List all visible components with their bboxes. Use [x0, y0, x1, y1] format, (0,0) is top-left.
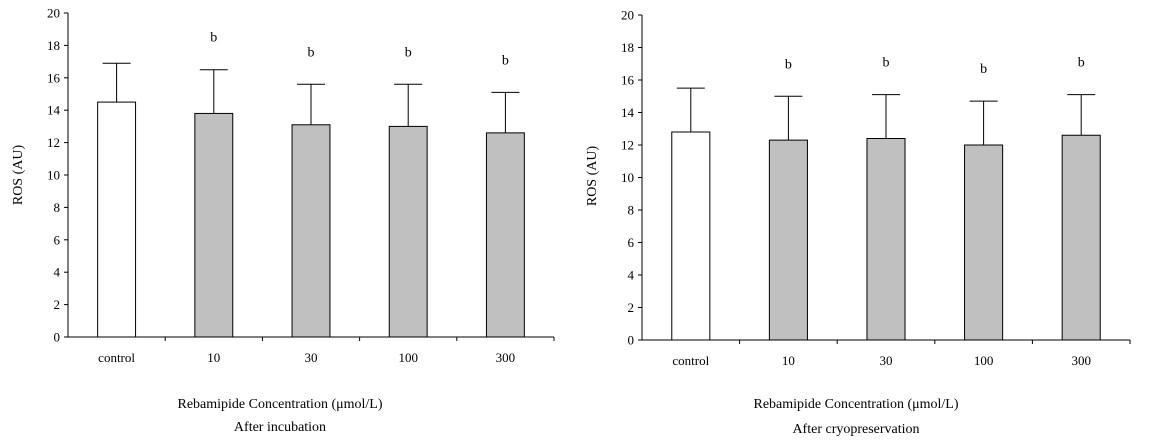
y-tick-label: 14: [47, 103, 61, 118]
x-tick-label: 30: [305, 350, 318, 365]
x-tick-label: 100: [398, 350, 418, 365]
y-tick-label: 10: [47, 168, 60, 183]
x-tick-label: 10: [207, 350, 220, 365]
bar-30: [291, 124, 331, 338]
panel-after-incubation: 0 2 4 6 8 10 12 14 16 18 20 control 10 b 30 b 100 b 300 b R…: [11, 6, 555, 435]
y-tick-label: 2: [54, 297, 61, 312]
x-tick-label: 300: [1071, 353, 1091, 368]
bar-control: [97, 101, 137, 338]
plot-area: 0 2 4 6 8 10 12 14 16 18 20 control 10 b 30 b 100 b 300 b: [621, 8, 1131, 368]
y-tick-label: 12: [621, 138, 634, 153]
y-tick-label: 10: [621, 170, 634, 185]
bar-control: [671, 131, 711, 341]
y-tick-label: 6: [54, 232, 61, 247]
y-tick-label: 14: [621, 105, 635, 120]
significance-label: b: [785, 57, 792, 72]
y-tick-label: 12: [47, 135, 60, 150]
bar-300: [1061, 134, 1101, 341]
x-axis-title: Rebamipide Concentration (μmol/L): [177, 397, 382, 412]
x-tick-label: 30: [880, 353, 893, 368]
significance-label: b: [502, 53, 509, 68]
y-tick-label: 20: [47, 6, 60, 21]
significance-label: b: [405, 45, 412, 60]
y-tick-label: 2: [628, 300, 635, 315]
y-tick-label: 0: [628, 333, 635, 348]
plot-area: 0 2 4 6 8 10 12 14 16 18 20 control 10 b 30 b 100 b 300 b: [47, 6, 555, 365]
x-tick-label: 10: [782, 353, 795, 368]
y-tick-label: 0: [54, 330, 61, 345]
y-tick-label: 18: [47, 38, 60, 53]
y-tick-label: 8: [54, 200, 61, 215]
y-tick-label: 8: [628, 203, 635, 218]
panel-after-cryopreservation: 0 2 4 6 8 10 12 14 16 18 20 control 10 b 30 b 100 b 300 b R…: [585, 8, 1131, 437]
y-tick-label: 4: [628, 268, 635, 283]
bar-10: [194, 112, 234, 338]
panel-subtitle: After cryopreservation: [792, 422, 919, 437]
significance-label: b: [210, 31, 217, 46]
y-tick-label: 4: [54, 265, 61, 280]
bar-100: [388, 125, 428, 338]
bar-300: [485, 132, 525, 338]
x-axis-title: Rebamipide Concentration (μmol/L): [753, 397, 958, 412]
y-tick-label: 20: [621, 8, 634, 23]
significance-label: b: [883, 56, 890, 71]
panel-subtitle: After incubation: [234, 420, 326, 435]
y-tick-label: 16: [621, 73, 635, 88]
x-tick-label: control: [672, 353, 709, 368]
y-axis-title: ROS (AU): [11, 145, 26, 206]
x-tick-label: control: [98, 350, 135, 365]
y-tick-label: 18: [621, 40, 634, 55]
significance-label: b: [980, 62, 987, 77]
significance-label: b: [1078, 56, 1085, 71]
significance-label: b: [308, 45, 315, 60]
bar-30: [866, 138, 906, 341]
bar-100: [964, 144, 1004, 341]
x-tick-label: 300: [496, 350, 516, 365]
x-tick-label: 100: [974, 353, 994, 368]
y-tick-label: 16: [47, 70, 61, 85]
y-axis-title: ROS (AU): [585, 146, 600, 207]
y-tick-label: 6: [628, 235, 635, 250]
bar-10: [768, 139, 808, 341]
